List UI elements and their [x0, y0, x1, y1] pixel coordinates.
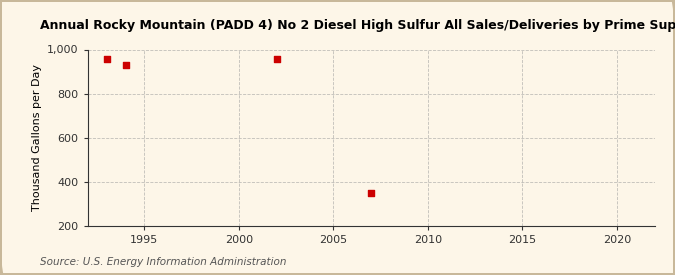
Y-axis label: Thousand Gallons per Day: Thousand Gallons per Day — [32, 64, 42, 211]
Point — [366, 190, 377, 195]
Text: Annual Rocky Mountain (PADD 4) No 2 Diesel High Sulfur All Sales/Deliveries by P: Annual Rocky Mountain (PADD 4) No 2 Dies… — [40, 19, 675, 32]
Point — [101, 57, 112, 62]
Text: Source: U.S. Energy Information Administration: Source: U.S. Energy Information Administ… — [40, 257, 287, 267]
Point — [271, 57, 282, 62]
Point — [120, 63, 131, 67]
